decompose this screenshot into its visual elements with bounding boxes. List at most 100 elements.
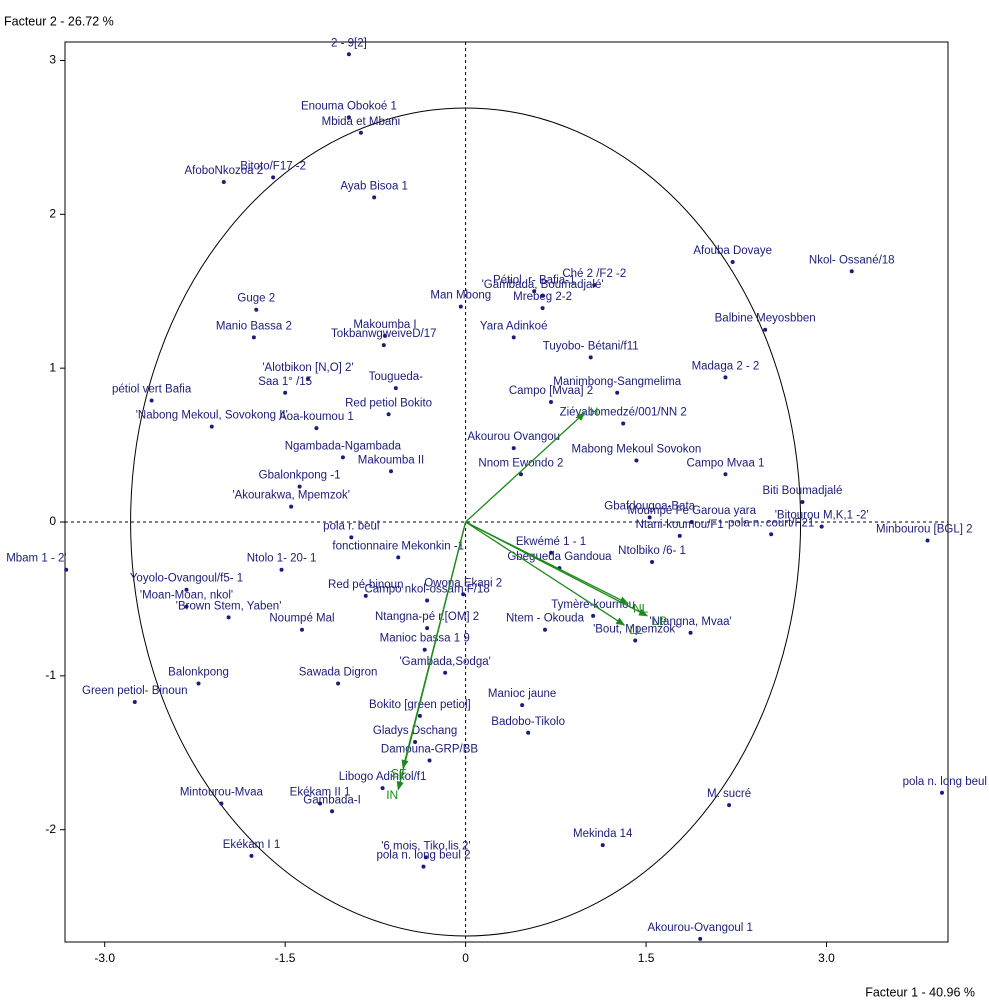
point-label: Afouba Dovaye [693, 245, 772, 257]
point-label: Mbida et Mbani [322, 116, 401, 128]
point-label: 'Bout, Mpemzok' [593, 623, 677, 635]
point-label: Mabong Mekoul Sovokon [572, 443, 702, 455]
x-tick-label: -1.5 [275, 951, 296, 965]
point-label: 2 - 9[2] [331, 37, 367, 49]
point-label: Aoa-koumou 1 [279, 411, 354, 423]
point [592, 283, 597, 288]
point-label: Campo Mvaa 1 [686, 457, 764, 469]
point-label: pola n. long beul 2 [376, 850, 470, 862]
point-label: Badobo-Tikolo [491, 716, 565, 728]
point-label: pétiol vert Bafia [112, 383, 192, 395]
point [417, 713, 422, 718]
point-label: 'Akourakwa, Mpemzok' [232, 490, 350, 502]
point-label: Balbine Meyosbben [715, 313, 816, 325]
point [349, 535, 354, 540]
point [271, 175, 276, 180]
point [458, 304, 463, 309]
point [650, 560, 655, 564]
point [591, 613, 596, 618]
point [289, 504, 294, 509]
point-label: Mintourou-Mvaa [180, 787, 264, 799]
point [647, 515, 652, 520]
point [393, 386, 398, 391]
point [443, 670, 448, 675]
point-label: Moumpé Fe Garoua yara [628, 505, 757, 517]
y-tick-label: -1 [45, 668, 56, 682]
point [318, 801, 323, 806]
point [800, 500, 805, 504]
vector-label: H [590, 405, 599, 419]
point-label: Tougueda- [369, 371, 424, 383]
point-label: 'Ntangna, Mvaa' [649, 616, 731, 628]
point [249, 853, 254, 858]
point [615, 390, 620, 395]
point [336, 681, 341, 686]
point [330, 809, 335, 814]
point-label: Gladys Dschang [373, 725, 457, 737]
point [677, 533, 682, 538]
point [381, 343, 386, 348]
point-label: TokbanwgweiveD/17 [331, 328, 436, 340]
vector-label: LL [629, 623, 643, 637]
point-label: Biti Boumadjalé [762, 485, 842, 497]
point [358, 130, 363, 135]
point-label: M. sucré [707, 788, 751, 800]
vector-label: IN [386, 788, 398, 802]
point [540, 306, 545, 311]
point [769, 532, 774, 537]
point-label: Ntolo 1- 20- 1 [247, 553, 317, 565]
point [698, 936, 703, 941]
point-label: 'Moan-Moan, nkol' [140, 590, 233, 602]
point [621, 421, 626, 426]
point-label: Yara Adinkoé [480, 320, 548, 332]
point [251, 335, 256, 340]
y-tick-label: 3 [49, 53, 56, 67]
point [299, 627, 304, 632]
point-label: Makoumba II [358, 454, 424, 466]
point-label: Ngambada-Ngambada [285, 440, 402, 452]
point [727, 803, 732, 808]
point-label: Ntangna-pé r.[OM] 2 [375, 611, 479, 623]
point [196, 681, 201, 686]
vector-arrow [465, 521, 626, 626]
point [380, 786, 385, 791]
y-tick-label: 0 [49, 514, 56, 528]
point [306, 376, 311, 381]
point-label: Gbalonkpong -1 [259, 470, 341, 482]
point [600, 843, 605, 848]
x-tick-label: -3.0 [94, 951, 115, 965]
point-label: Ekwémé 1 - 1 [516, 536, 586, 548]
x-tick-label: 0 [462, 951, 469, 965]
point [689, 520, 694, 524]
point-label: Gbegueda Gandoua [507, 551, 612, 563]
point [254, 307, 259, 312]
vector-arrow [465, 412, 586, 523]
point-label: Saa 1° /15 [258, 376, 312, 388]
point [819, 524, 824, 529]
point [386, 412, 391, 417]
point-label: Campo nkol-ossam F/18 [364, 583, 489, 595]
point-label: Manio Bassa 2 [216, 320, 292, 332]
point-label: Man Mbong [430, 290, 491, 302]
point-label: 'Bitourou M,K,1 -2' [775, 510, 869, 522]
point-label: Tuyobo- Bétani/f11 [543, 340, 639, 352]
point-label: '6 mois, Tiko,lis 2' [381, 840, 470, 852]
point [549, 550, 554, 555]
x-axis-title: Facteur 1 - 40.96 % [865, 985, 975, 999]
point [511, 335, 516, 340]
point [396, 555, 401, 560]
point-label: Campo [Mvaa] 2 [509, 385, 593, 397]
vector-label: LP [652, 614, 667, 628]
point-label: 'Gambada, Boumadjalé' [482, 279, 604, 291]
point-label: Ntani-koumou/F1 [636, 519, 724, 531]
point-label: 'Gambada,Sodga' [399, 656, 490, 668]
point [382, 333, 387, 338]
point-label: AfoboNkozoa 2 [184, 165, 263, 177]
point [372, 195, 377, 200]
point [634, 458, 639, 463]
point [184, 587, 189, 592]
point [209, 424, 214, 429]
point-label: pola n. long beul [903, 776, 987, 788]
x-tick-label: 1.5 [638, 951, 655, 965]
